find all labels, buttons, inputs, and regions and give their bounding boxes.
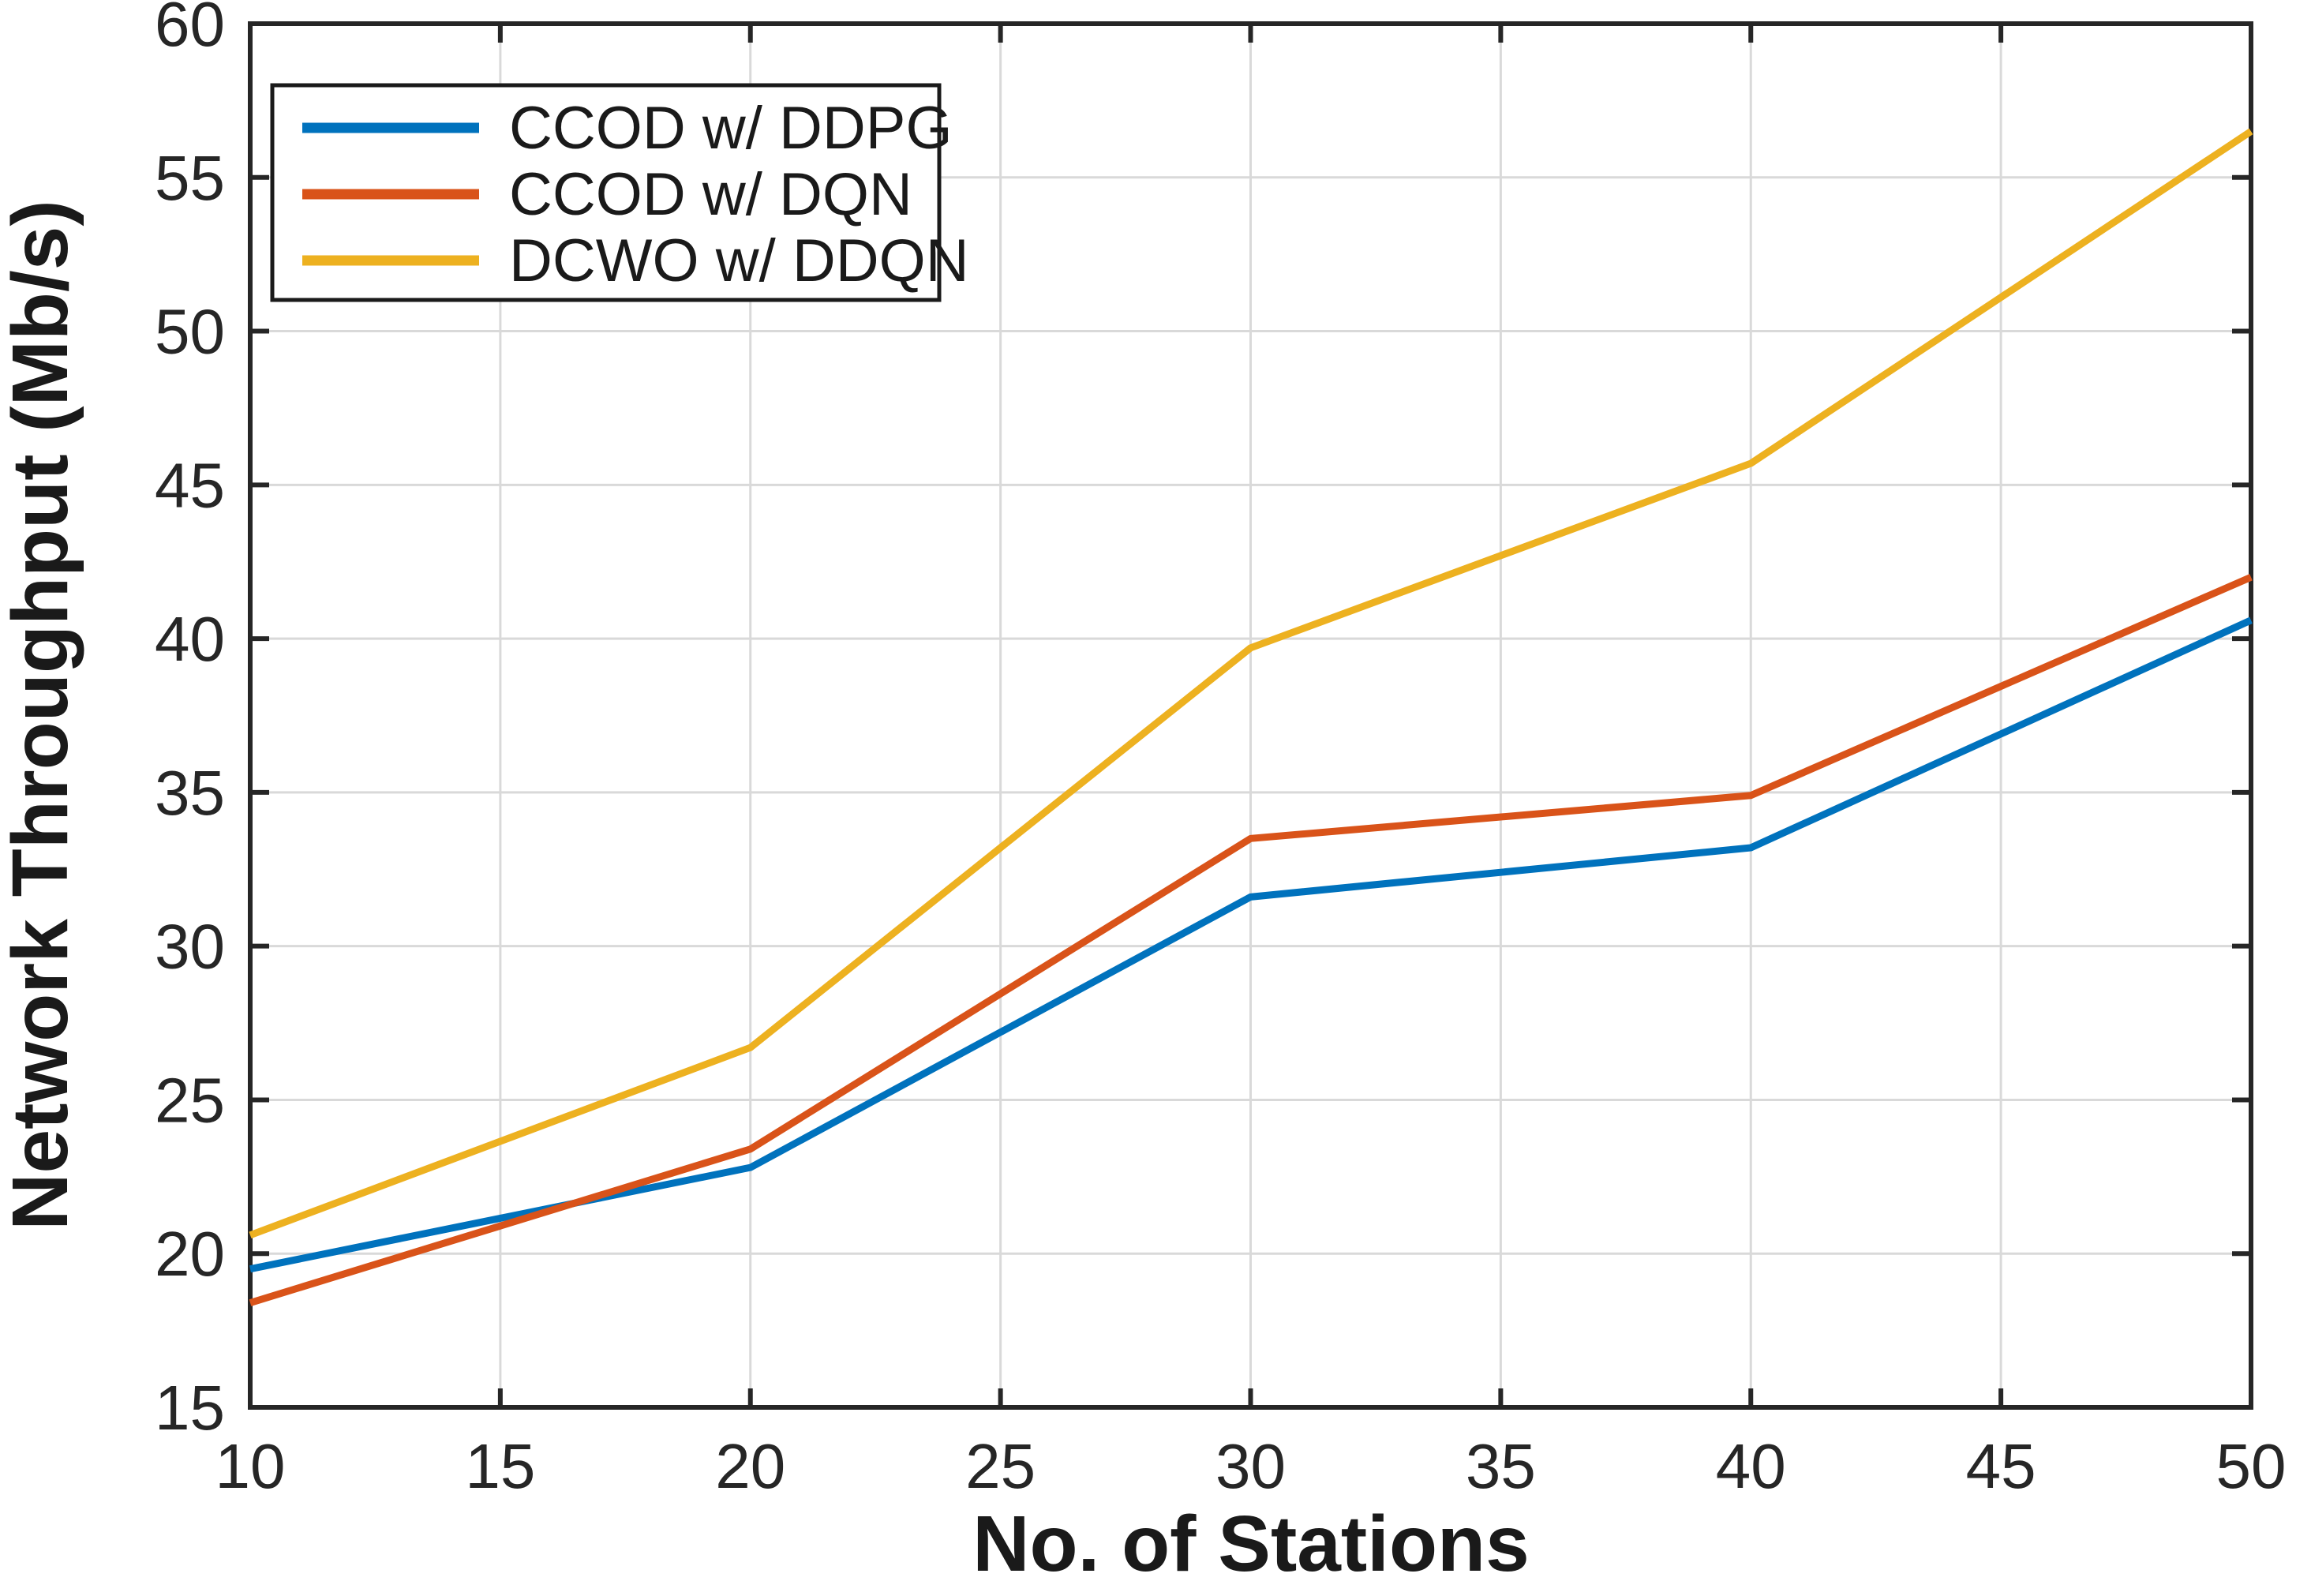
y-tick-label: 45 <box>155 450 225 520</box>
legend-entry: CCOD w/ DDPG <box>302 95 953 162</box>
series-line-dcwo-w-ddqn <box>249 128 2253 1239</box>
y-tick-label: 40 <box>155 604 225 674</box>
legend-label: DCWO w/ DDQN <box>509 227 969 294</box>
x-tick-label: 35 <box>1466 1431 1536 1501</box>
y-tick-label: 25 <box>155 1065 225 1135</box>
x-tick-label: 25 <box>965 1431 1036 1501</box>
series-lines <box>249 128 2253 1306</box>
x-tick-label: 45 <box>1966 1431 2036 1501</box>
legend-label: CCOD w/ DQN <box>509 161 912 228</box>
legend-entry: CCOD w/ DQN <box>302 161 912 228</box>
y-tick-label: 35 <box>155 758 225 828</box>
y-tick-label: 20 <box>155 1219 225 1289</box>
y-tick-label: 55 <box>155 143 225 213</box>
x-tick-label: 30 <box>1215 1431 1286 1501</box>
x-tick-label: 10 <box>215 1431 286 1501</box>
series-line-ccod-w-dqn <box>249 574 2253 1306</box>
axis-ticks <box>248 21 2253 1410</box>
x-tick-label: 15 <box>465 1431 535 1501</box>
legend-entry: DCWO w/ DDQN <box>302 227 969 294</box>
y-tick-label: 60 <box>155 0 225 59</box>
y-axis-title: Network Throughput (Mb/s) <box>0 200 84 1230</box>
x-tick-label: 20 <box>715 1431 785 1501</box>
x-tick-label: 40 <box>1716 1431 1786 1501</box>
x-axis-title: No. of Stations <box>972 1500 1530 1588</box>
plot-border <box>248 21 2253 1410</box>
y-tick-label: 30 <box>155 912 225 982</box>
x-tick-label: 50 <box>2216 1431 2287 1501</box>
legend-label: CCOD w/ DDPG <box>509 95 953 162</box>
y-tick-label: 50 <box>155 297 225 367</box>
gridlines <box>250 24 2251 1407</box>
y-tick-label: 15 <box>155 1373 225 1443</box>
